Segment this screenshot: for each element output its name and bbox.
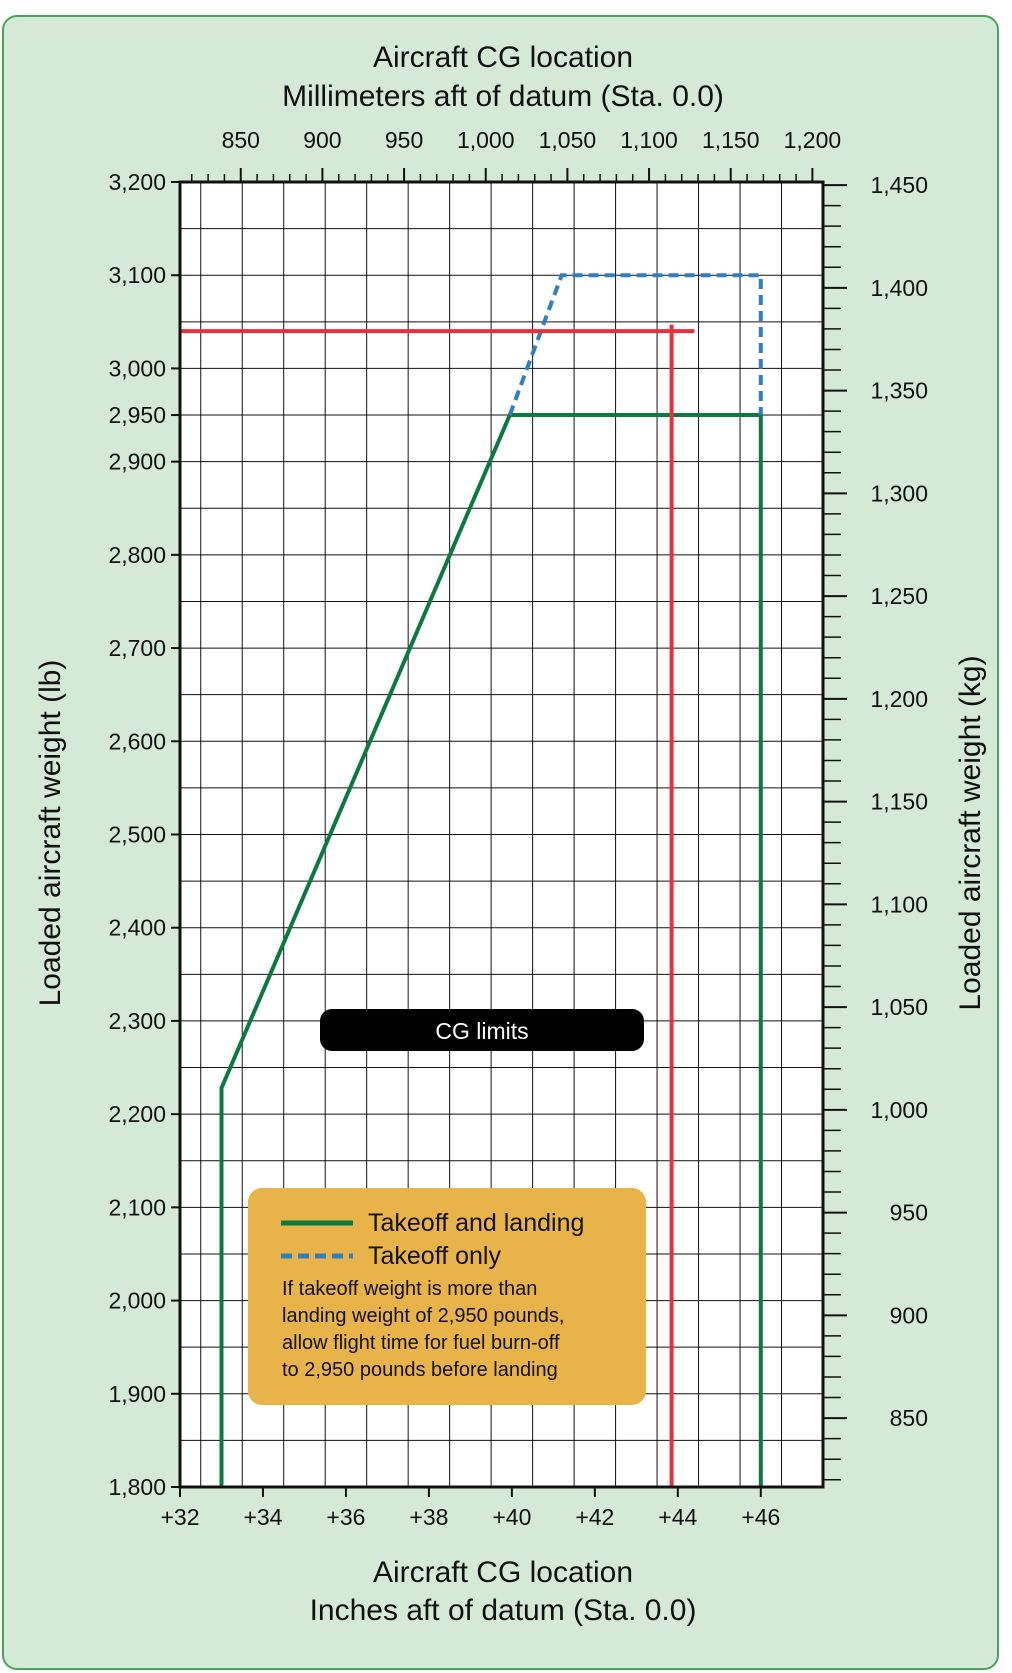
legend-label-takeoff-landing: Takeoff and landing [368,1209,584,1237]
y-tick-label-2700: 2,700 [108,635,166,661]
mm-tick-label-1200: 1,200 [784,127,842,153]
y-tick-label-2200: 2,200 [108,1101,166,1127]
y-axis-left-label: Loaded aircraft weight (lb) [34,660,67,1007]
x-axis-label-line2: Inches aft of datum (Sta. 0.0) [310,1594,697,1627]
mm-tick-label-1000: 1,000 [457,127,515,153]
y-tick-label-2950: 2,950 [108,402,166,428]
y-tick-label-3100: 3,100 [108,262,166,288]
series-layer [180,273,763,1487]
legend-note-line3: allow flight time for fuel burn-off [282,1332,560,1354]
kg-tick-label-850: 850 [890,1405,928,1431]
mm-tick-label-1050: 1,050 [539,127,597,153]
legend-note-line1: If takeoff weight is more than [282,1278,537,1300]
top-title-line1: Aircraft CG location [373,41,633,74]
legend-note-line2: landing weight of 2,950 pounds, [282,1305,564,1327]
kg-tick-label-1250: 1,250 [870,583,928,609]
x-tick-label-46: +46 [741,1504,780,1530]
series-line-takeoff-only [507,273,763,416]
y-tick-label-3200: 3,200 [108,169,166,195]
x-tick-label-38: +38 [409,1504,448,1530]
kg-tick-label-900: 900 [890,1302,928,1328]
x-axis-label-line1: Aircraft CG location [373,1556,633,1589]
y-tick-label-2900: 2,900 [108,449,166,475]
kg-tick-label-1000: 1,000 [870,1097,928,1123]
kg-axis: 850 900 950 1,000 1,050 1,100 1,150 1,200 1,250 1… [823,172,928,1481]
mm-tick-label-850: 850 [222,127,260,153]
legend-note-line4: to 2,950 pounds before landing [282,1359,558,1381]
y-axis-right-label: Loaded aircraft weight (kg) [954,655,987,1010]
mm-tick-label-1100: 1,100 [620,127,678,153]
cg-limits-label-box [320,1009,644,1051]
y-axis-left: 1,800 1,900 2,000 2,100 2,200 2,300 2,400 2,500… [108,169,180,1500]
mm-tick-label-950: 950 [385,127,423,153]
y-tick-label-2400: 2,400 [108,915,166,941]
x-tick-label-44: +44 [658,1504,697,1530]
top-title-line2: Millimeters aft of datum (Sta. 0.0) [282,80,724,113]
x-tick-label-32: +32 [160,1504,199,1530]
x-axis-bottom: +32 +34 +36 +38 +40 +42 +44 +46 [160,1487,780,1530]
mm-tick-label-1150: 1,150 [702,127,760,153]
kg-tick-label-1100: 1,100 [870,891,928,917]
mm-tick-label-900: 900 [303,127,341,153]
y-tick-label-2000: 2,000 [108,1288,166,1314]
kg-tick-label-1300: 1,300 [870,480,928,506]
y-tick-label-3000: 3,000 [108,355,166,381]
legend-label-takeoff-only: Takeoff only [368,1242,501,1270]
kg-tick-label-1400: 1,400 [870,275,928,301]
y-tick-label-1800: 1,800 [108,1474,166,1500]
x-tick-label-36: +36 [326,1504,365,1530]
y-tick-label-2300: 2,300 [108,1008,166,1034]
y-tick-label-2500: 2,500 [108,822,166,848]
kg-tick-label-1050: 1,050 [870,994,928,1020]
cg-limits-label: CG limits [435,1018,528,1044]
x-tick-label-34: +34 [243,1504,282,1530]
kg-tick-label-1200: 1,200 [870,686,928,712]
kg-tick-label-1350: 1,350 [870,378,928,404]
kg-tick-label-1450: 1,450 [870,172,928,198]
x-tick-label-40: +40 [492,1504,531,1530]
y-tick-label-1900: 1,900 [108,1381,166,1407]
y-tick-label-2800: 2,800 [108,542,166,568]
legend-box [248,1188,646,1405]
x-tick-label-42: +42 [575,1504,614,1530]
y-tick-label-2600: 2,600 [108,728,166,754]
kg-tick-label-950: 950 [890,1200,928,1226]
y-tick-label-2100: 2,100 [108,1194,166,1220]
kg-tick-label-1150: 1,150 [870,789,928,815]
